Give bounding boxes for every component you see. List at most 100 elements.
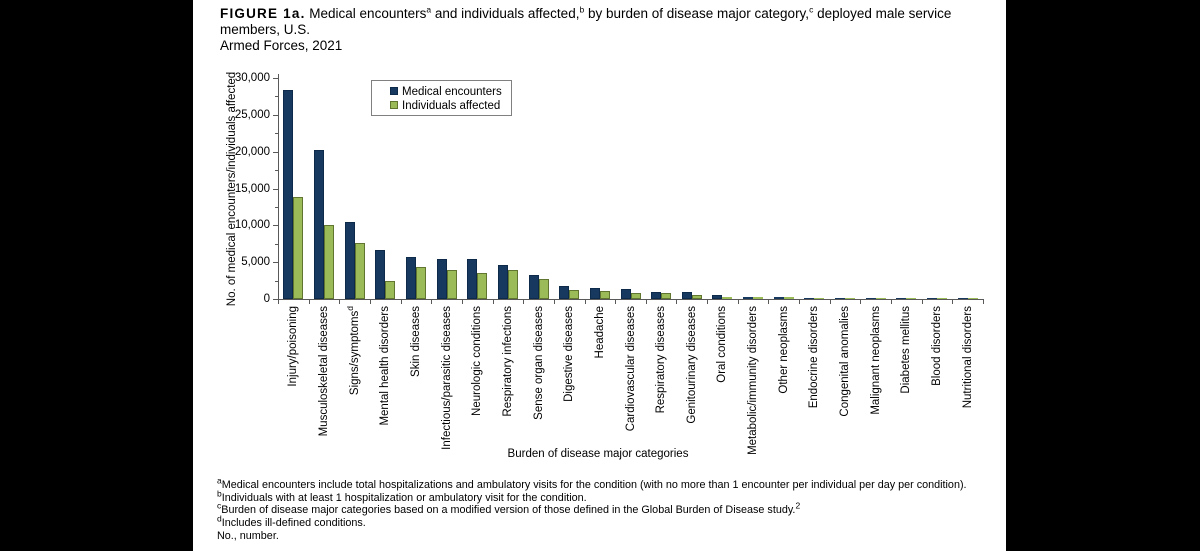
category-label: Blood disorders (931, 306, 943, 386)
category-label: Infectious/parasitic diseases (441, 306, 453, 450)
category-label: Diabetes mellitus (900, 306, 912, 394)
bar-individuals-affected (416, 267, 426, 299)
x-tick (431, 300, 432, 304)
x-tick (738, 300, 739, 304)
category-label: Neurologic conditions (471, 306, 483, 416)
bar-medical-encounters (712, 295, 722, 299)
x-tick (891, 300, 892, 304)
text-segment: Includes ill-defined conditions. (221, 517, 366, 530)
y-minor-tick (275, 133, 278, 134)
category-label: Nutritional disorders (962, 306, 974, 409)
bar-individuals-affected (661, 293, 671, 299)
bar-individuals-affected (477, 273, 487, 299)
legend-label: Individuals affected (402, 100, 501, 112)
x-axis-title: Burden of disease major categories (507, 448, 689, 460)
figure-title: FIGURE 1a. Medical encountersa and indiv… (220, 4, 1002, 54)
y-tick-label: 5,000 (241, 256, 270, 268)
bar-medical-encounters (375, 250, 385, 299)
bar-individuals-affected (784, 297, 794, 299)
category-label: Genitourinary diseases (686, 306, 698, 424)
footnote-line: bIndividuals with at least 1 hospitaliza… (217, 489, 999, 505)
chart-legend: Medical encounters Individuals affected (371, 80, 512, 116)
x-tick (922, 300, 923, 304)
y-minor-tick (275, 281, 278, 282)
bar-individuals-affected (539, 279, 549, 299)
y-minor-tick (275, 96, 278, 97)
category-label: Congenital anomalies (839, 306, 851, 417)
category-label: Headache (594, 306, 606, 359)
legend-swatch-icon (390, 87, 398, 95)
category-label: Endocrine disorders (808, 306, 820, 409)
legend-swatch-icon (390, 101, 398, 109)
y-tick-label: 15,000 (234, 183, 270, 195)
superscript: b (579, 4, 585, 15)
text-segment: Individuals with at least 1 hospitalizat… (221, 491, 587, 504)
bar-individuals-affected (508, 270, 518, 299)
bar-individuals-affected (906, 298, 916, 299)
bar-individuals-affected (814, 298, 824, 299)
text-segment: deployed male service members, U.S. (220, 6, 952, 37)
bar-medical-encounters (314, 150, 324, 299)
superscript: 2 (795, 500, 801, 511)
text-segment: No., number. (217, 529, 279, 542)
category-label: Malignant neoplasms (870, 306, 882, 415)
bar-individuals-affected (355, 243, 365, 299)
bar-medical-encounters (467, 259, 477, 299)
legend-label: Medical encounters (402, 86, 502, 98)
bar-medical-encounters (743, 297, 753, 299)
category-label: Mental health disorders (379, 306, 391, 426)
bar-individuals-affected (722, 297, 732, 299)
category-label: Other neoplasms (778, 306, 790, 394)
bar-medical-encounters (804, 298, 814, 299)
y-major-tick (273, 78, 278, 79)
x-tick (278, 300, 279, 304)
x-tick (339, 300, 340, 304)
y-major-tick (273, 152, 278, 153)
x-tick (493, 300, 494, 304)
bar-individuals-affected (631, 293, 641, 299)
x-tick (860, 300, 861, 304)
x-tick (768, 300, 769, 304)
x-tick (983, 300, 984, 304)
bar-medical-encounters (866, 298, 876, 299)
y-tick-label: 0 (263, 293, 270, 305)
category-label: Musculoskeletal diseases (318, 306, 330, 437)
category-label: Metabolic/immunity disorders (747, 306, 759, 455)
text-segment: Armed Forces, 2021 (220, 38, 343, 53)
y-major-tick (273, 225, 278, 226)
bar-individuals-affected (845, 298, 855, 299)
bar-chart: No. of medical encounters/individuals af… (193, 0, 1006, 480)
bar-medical-encounters (958, 298, 968, 299)
x-tick (309, 300, 310, 304)
bar-individuals-affected (968, 298, 978, 299)
x-tick (615, 300, 616, 304)
bar-individuals-affected (876, 298, 886, 299)
footnote-line: cBurden of disease major categories base… (217, 500, 999, 517)
figure-panel: FIGURE 1a. Medical encountersa and indiv… (193, 0, 1006, 551)
y-tick-label: 30,000 (234, 72, 270, 84)
text-segment: FIGURE 1a. (220, 6, 306, 21)
x-axis-line (278, 299, 984, 300)
superscript: c (217, 500, 222, 511)
bar-individuals-affected (692, 295, 702, 299)
bar-medical-encounters (651, 292, 661, 299)
y-major-tick (273, 262, 278, 263)
x-tick (799, 300, 800, 304)
superscript: a (217, 475, 222, 486)
legend-item: Medical encounters (390, 85, 511, 99)
superscript: a (426, 4, 432, 15)
bar-medical-encounters (835, 298, 845, 299)
bar-individuals-affected (600, 291, 610, 299)
footnote-line: dIncludes ill-defined conditions. (217, 514, 999, 530)
y-minor-tick (275, 170, 278, 171)
bar-individuals-affected (385, 281, 395, 299)
bar-medical-encounters (927, 298, 937, 299)
bar-medical-encounters (437, 259, 447, 299)
x-tick (830, 300, 831, 304)
superscript: c (809, 4, 814, 15)
category-label: Cardiovascular diseases (625, 306, 637, 432)
bar-medical-encounters (682, 292, 692, 299)
bar-individuals-affected (753, 297, 763, 299)
category-label: Signs/symptomsd (345, 306, 361, 396)
